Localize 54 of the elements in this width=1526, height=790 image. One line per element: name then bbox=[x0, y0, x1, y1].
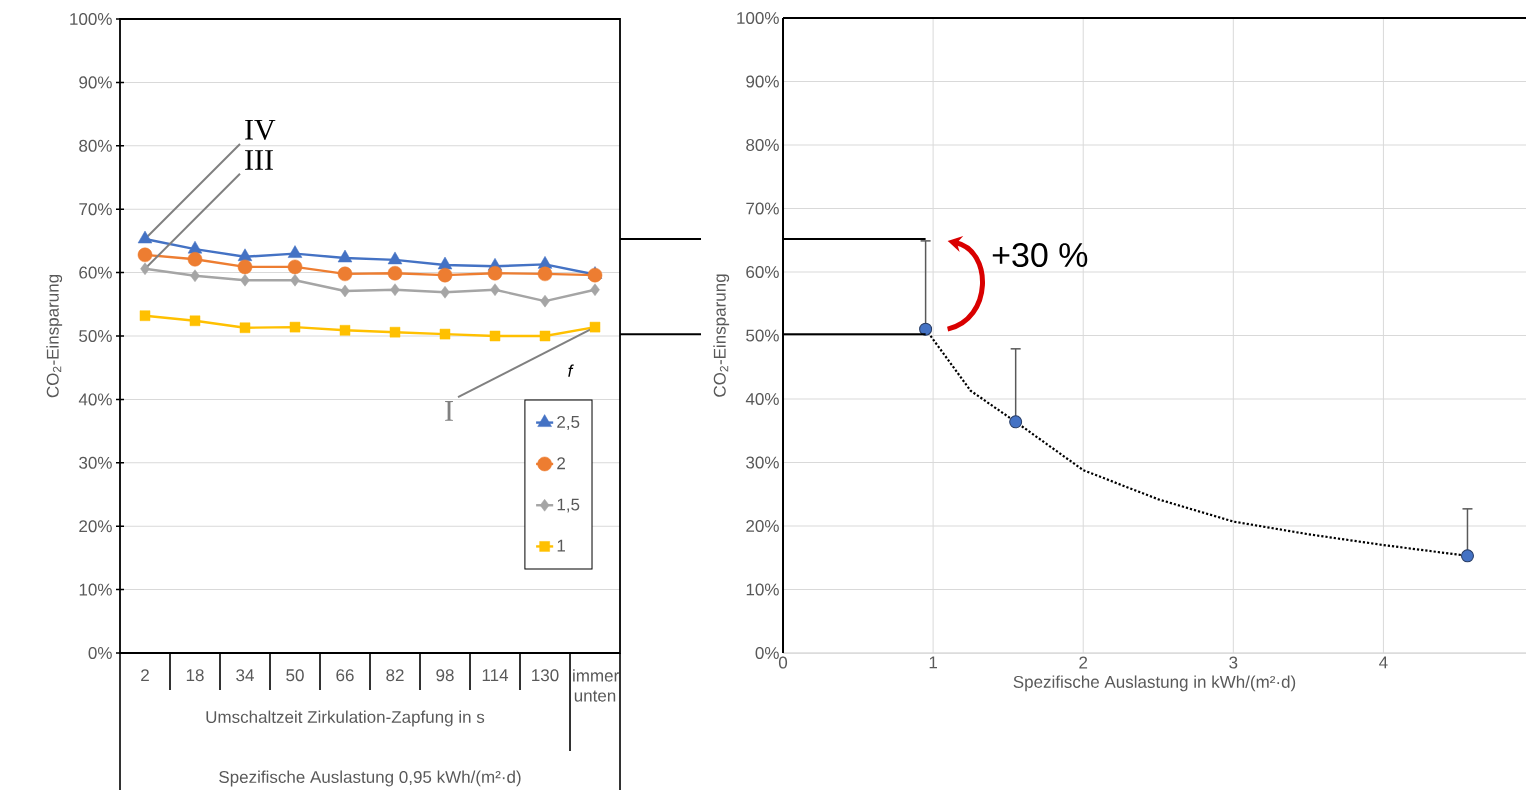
annotation: +30 % bbox=[992, 242, 1088, 268]
x-tick-label: 0 bbox=[778, 656, 788, 669]
y-tick-label: 80% bbox=[746, 138, 779, 152]
y-tick-label: 70% bbox=[746, 202, 779, 215]
x-tick-label: immer unten bbox=[573, 669, 619, 702]
x-tick-label: 4 bbox=[1379, 656, 1388, 669]
y-tick-label: 80% bbox=[79, 139, 112, 152]
y-tick-label: 20% bbox=[746, 519, 779, 533]
x-tick-label: 2 bbox=[1079, 656, 1088, 669]
y-tick-label: 100% bbox=[70, 12, 112, 26]
y-tick-label: 20% bbox=[79, 520, 112, 533]
y-tick-label: 30% bbox=[746, 456, 779, 469]
x-tick-label: 130 bbox=[532, 669, 559, 682]
y-tick-label: 50% bbox=[79, 329, 112, 343]
y-tick-label: 50% bbox=[746, 329, 779, 342]
x-tick-label: 34 bbox=[236, 669, 254, 682]
x-axis-title: Umschaltzeit Zirkulation-Zapfung in s bbox=[206, 710, 485, 727]
annotation: I bbox=[445, 401, 453, 421]
text: Spezifische Auslastung 0,95 kWh/(m²·d) bbox=[219, 770, 521, 787]
y-tick-label: 60% bbox=[79, 266, 112, 279]
y-tick-label: 40% bbox=[78, 393, 112, 406]
y-tick-label: 60% bbox=[746, 265, 779, 279]
y-tick-label: 10% bbox=[79, 583, 112, 596]
y-axis-title: CO$_{2}$-Einsparung bbox=[46, 274, 63, 398]
y-tick-label: 90% bbox=[79, 76, 112, 89]
y-tick-label: 0% bbox=[755, 646, 779, 660]
y-tick-label: 30% bbox=[79, 456, 112, 469]
point bbox=[1460, 549, 1474, 563]
y-tick-label: 40% bbox=[745, 392, 779, 406]
y-tick-label: 90% bbox=[746, 75, 779, 88]
x-tick-label: 1 bbox=[929, 656, 938, 669]
legend-label: 1,5 bbox=[557, 498, 580, 513]
legend-title: f bbox=[568, 364, 574, 377]
x-tick-label: 3 bbox=[1229, 656, 1238, 669]
x-tick-label: 82 bbox=[386, 669, 404, 682]
y-tick-label: 0% bbox=[88, 646, 112, 660]
x-tick-label: 98 bbox=[436, 669, 454, 682]
y-axis-title: CO$_{2}$-Einsparung bbox=[713, 274, 730, 397]
legend-label: 1 bbox=[557, 539, 565, 552]
y-tick-label: 10% bbox=[746, 583, 779, 596]
x-tick-label: 2 bbox=[141, 669, 149, 682]
x-tick-label: 66 bbox=[336, 669, 354, 682]
y-tick-label: 100% bbox=[737, 11, 779, 25]
x-tick-label: 50 bbox=[286, 669, 304, 682]
annotation: IV bbox=[245, 119, 276, 140]
y-tick-label: 70% bbox=[79, 203, 112, 216]
point bbox=[919, 322, 933, 336]
x-tick-label: 114 bbox=[482, 669, 509, 681]
annotation: III bbox=[245, 150, 273, 170]
legend-label: 2 bbox=[557, 457, 565, 470]
x-axis-title: Spezifische Auslastung in kWh/(m²·d) bbox=[1013, 675, 1296, 692]
point bbox=[1009, 415, 1023, 429]
legend-label: 2,5 bbox=[557, 415, 580, 430]
x-tick-label: 18 bbox=[186, 669, 204, 682]
